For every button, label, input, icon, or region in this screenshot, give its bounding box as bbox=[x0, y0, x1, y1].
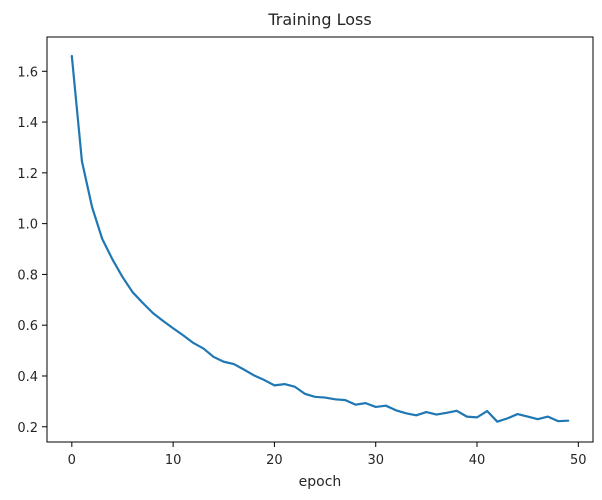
y-tick-label: 1.6 bbox=[17, 65, 38, 80]
y-tick-label: 0.6 bbox=[17, 319, 38, 334]
y-tick-label: 0.2 bbox=[17, 421, 38, 436]
x-axis-label: epoch bbox=[299, 474, 342, 490]
x-tick-label: 0 bbox=[68, 453, 76, 468]
y-tick-label: 1.2 bbox=[17, 167, 38, 182]
plot-frame bbox=[46, 36, 594, 443]
chart-title: Training Loss bbox=[267, 10, 371, 29]
x-tick-label: 40 bbox=[469, 453, 486, 468]
y-tick-label: 0.8 bbox=[17, 268, 38, 283]
y-tick-label: 1.0 bbox=[17, 218, 38, 233]
x-tick-label: 20 bbox=[266, 453, 283, 468]
y-tick-label: 0.4 bbox=[17, 370, 38, 385]
series-line-0 bbox=[70, 54, 570, 423]
x-tick-label: 50 bbox=[570, 453, 587, 468]
y-tick-label: 1.4 bbox=[17, 116, 38, 131]
x-tick-label: 10 bbox=[165, 453, 182, 468]
plot-area: 0 10 20 30 40 50 0.2 0.4 0.6 0.8 1.0 1.2 1.4 1.6 bbox=[17, 36, 594, 468]
x-tick-label: 30 bbox=[367, 453, 384, 468]
